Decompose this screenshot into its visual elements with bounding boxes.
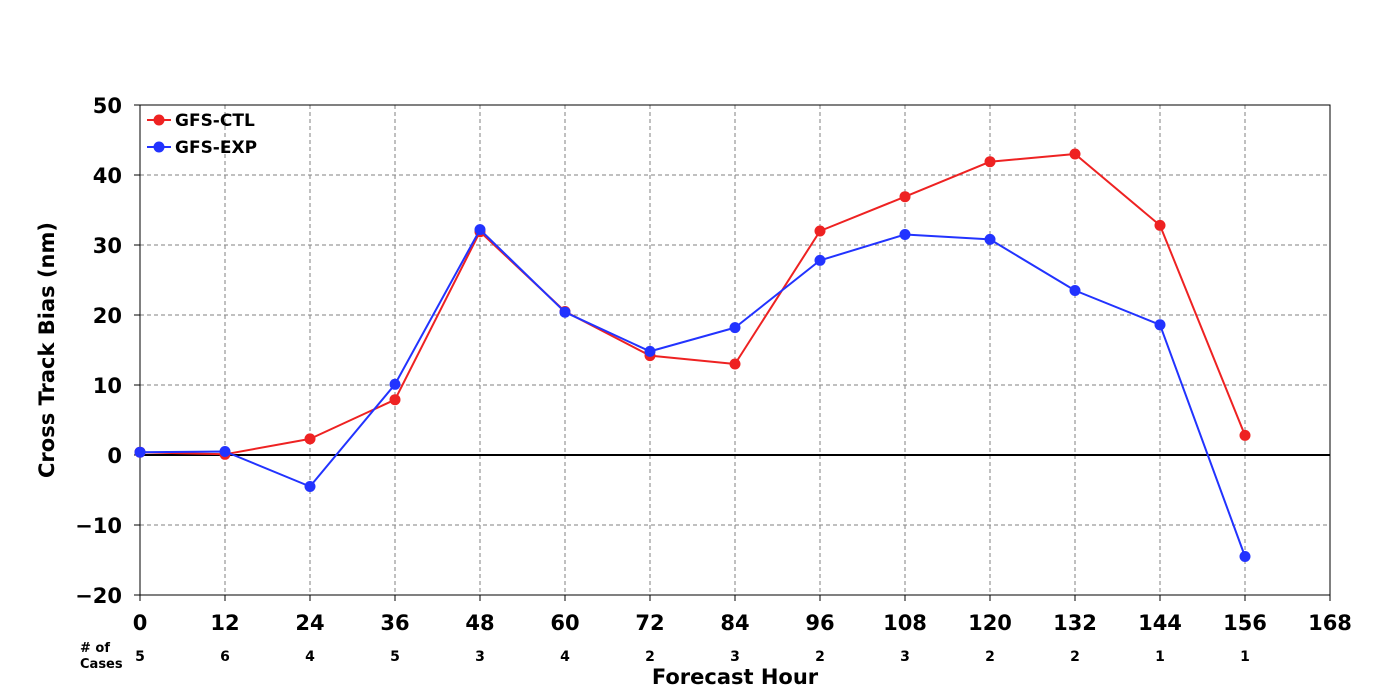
x-axis-title: Forecast Hour — [652, 665, 819, 689]
data-point — [899, 191, 911, 203]
y-tick-label: 20 — [93, 304, 122, 328]
data-point — [389, 378, 401, 390]
x-tick-label: 0 — [133, 611, 148, 635]
case-count-label: 2 — [815, 649, 825, 665]
data-point — [1239, 551, 1251, 562]
x-tick-label: 36 — [380, 611, 409, 635]
legend-label: GFS-EXP — [175, 138, 257, 158]
cases-title-line2: Cases — [80, 657, 123, 672]
y-tick-label: 30 — [93, 234, 122, 258]
x-tick-label: 60 — [550, 611, 579, 635]
data-point — [389, 394, 401, 406]
case-count-label: 1 — [1240, 649, 1250, 665]
data-point — [474, 224, 486, 236]
case-count-label: 2 — [645, 649, 655, 665]
legend-item-gfs-ctl: GFS-CTL — [147, 111, 255, 131]
case-count-label: 5 — [135, 649, 145, 665]
legend-item-gfs-exp: GFS-EXP — [147, 138, 257, 158]
data-point — [814, 254, 826, 266]
x-tick-label: 120 — [968, 611, 1012, 635]
series-line — [139, 228, 1246, 557]
data-point — [1154, 319, 1166, 331]
grid — [140, 105, 1330, 595]
case-count-label: 5 — [390, 649, 400, 665]
data-point — [729, 322, 741, 334]
case-count-label: 3 — [900, 649, 910, 665]
x-tick-label: 168 — [1308, 611, 1352, 635]
data-point — [984, 233, 996, 245]
x-tick-label: 12 — [210, 611, 239, 635]
x-tick-label: 144 — [1138, 611, 1182, 635]
data-point — [984, 156, 996, 168]
y-tick-label: 50 — [93, 94, 122, 118]
case-count-label: 2 — [985, 649, 995, 665]
series-gfs-exp — [134, 224, 1251, 562]
y-tick-label: 0 — [107, 444, 122, 468]
case-count-label: 3 — [475, 649, 485, 665]
legend-label: GFS-CTL — [175, 111, 255, 131]
y-axis-title: Cross Track Bias (nm) — [35, 222, 59, 478]
data-point — [1069, 285, 1081, 296]
x-tick-label: 48 — [465, 611, 494, 635]
x-tick-label: 96 — [805, 611, 834, 635]
data-point — [814, 225, 826, 237]
y-tick-label: 10 — [93, 374, 122, 398]
x-tick-label: 156 — [1223, 611, 1267, 635]
data-point — [1154, 219, 1166, 231]
case-count-label: 6 — [220, 649, 230, 665]
x-axis-ticks: 0 12 24 36 48 60 72 84 96 108 120 132 144 156 168 — [133, 595, 1352, 635]
data-point — [134, 446, 146, 458]
case-count-label: 2 — [1070, 649, 1080, 665]
series-line — [139, 153, 1246, 456]
y-tick-label: 40 — [93, 164, 122, 188]
x-tick-label: 24 — [295, 611, 324, 635]
x-tick-label: 108 — [883, 611, 927, 635]
data-point — [899, 229, 911, 240]
x-tick-label: 72 — [635, 611, 664, 635]
series-gfs-ctl — [134, 148, 1251, 460]
data-point — [559, 306, 571, 318]
series-group — [134, 148, 1251, 562]
x-tick-label: 84 — [720, 611, 749, 635]
cases-row: # of Cases 5 6 4 5 3 4 2 3 2 3 2 2 1 1 — [80, 641, 1250, 672]
case-count-label: 3 — [730, 649, 740, 665]
case-count-label: 4 — [560, 649, 570, 665]
data-point — [1239, 429, 1251, 441]
data-point — [304, 481, 316, 492]
data-point — [644, 345, 656, 357]
data-point — [729, 358, 741, 370]
x-tick-label: 132 — [1053, 611, 1097, 635]
data-point — [219, 446, 231, 457]
y-tick-label: −10 — [75, 514, 122, 538]
cases-title-line1: # of — [80, 641, 110, 656]
case-count-label: 1 — [1155, 649, 1165, 665]
legend-marker — [153, 141, 165, 153]
legend: GFS-CTL GFS-EXP — [147, 111, 257, 158]
case-count-label: 4 — [305, 649, 315, 665]
y-axis-ticks: −20 −10 0 10 20 30 40 50 — [75, 94, 140, 608]
y-tick-label: −20 — [75, 584, 122, 608]
data-point — [1069, 148, 1081, 160]
data-point — [304, 433, 316, 445]
legend-marker — [153, 114, 165, 126]
